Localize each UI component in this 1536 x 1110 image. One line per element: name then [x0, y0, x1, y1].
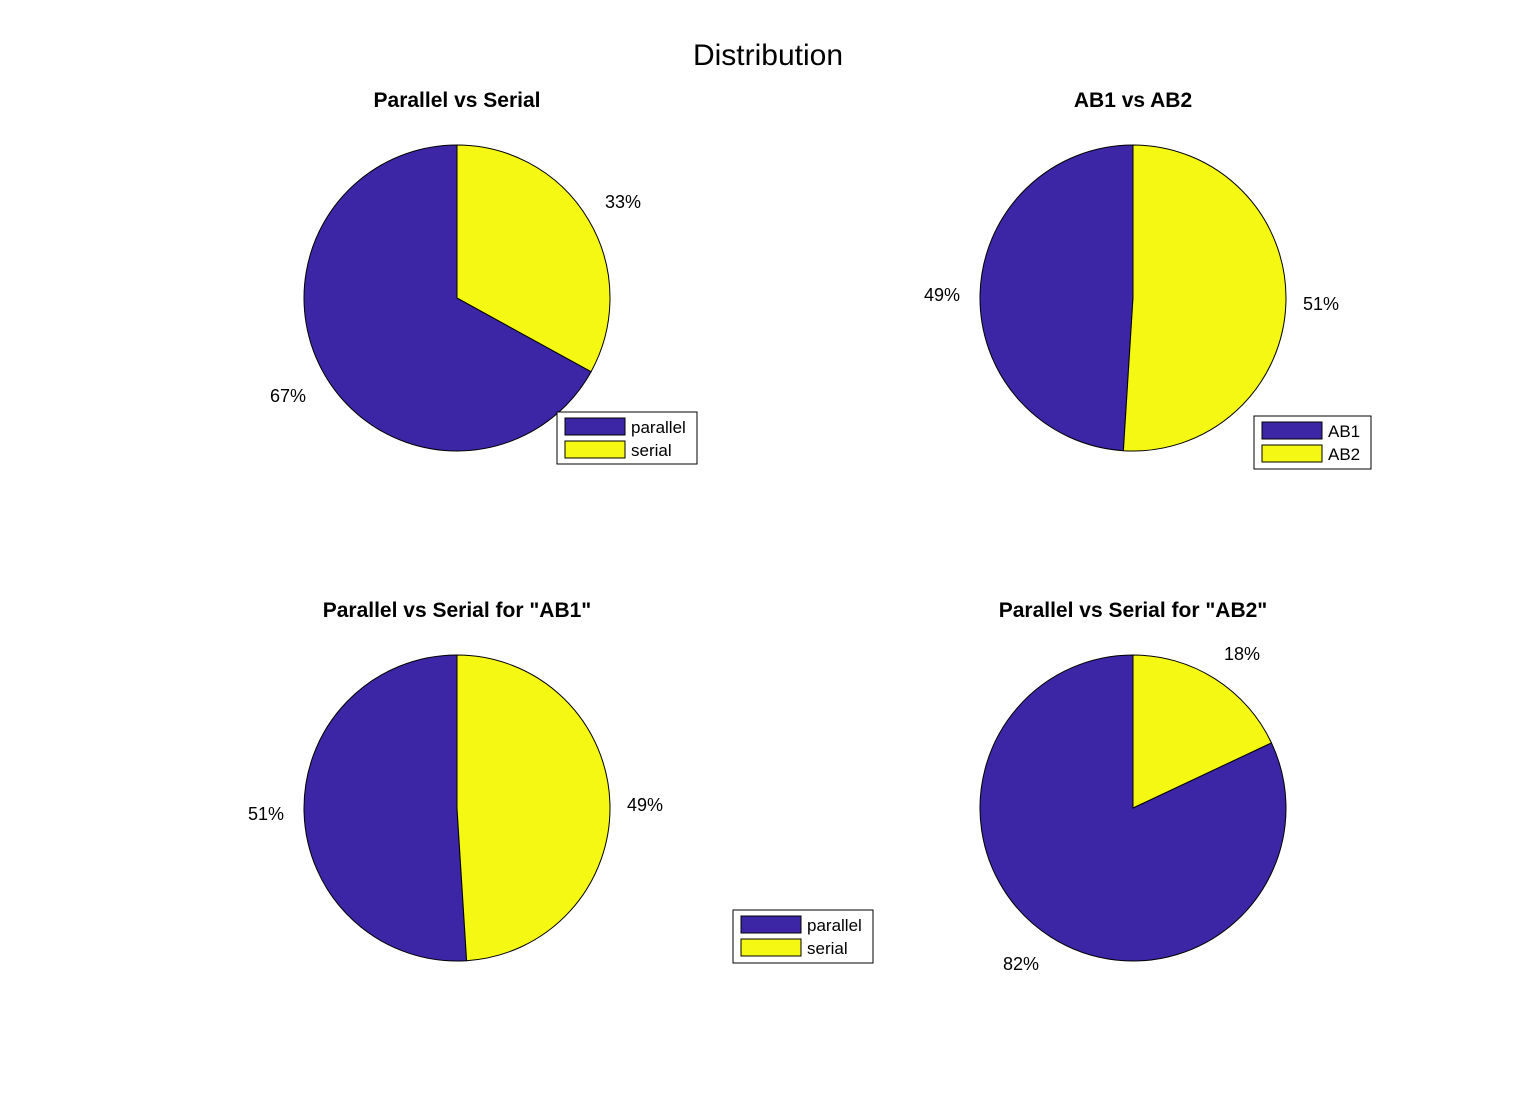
legend-label-ab2: AB2	[1328, 445, 1360, 464]
pie-value-label: 18%	[1224, 644, 1260, 664]
pie-value-label: 67%	[270, 386, 306, 406]
pie-slice-serial	[456, 144, 611, 373]
pie-value-label: 33%	[605, 192, 641, 212]
pie-value-label: 51%	[248, 804, 284, 824]
pie-slice-serial	[456, 654, 611, 962]
legend-swatch-serial	[564, 440, 626, 459]
pie-value-label: 51%	[1303, 294, 1339, 314]
legend-label-serial: serial	[807, 939, 848, 958]
pie-panel-4: Parallel vs Serial for "AB2" 82% 18%	[979, 599, 1287, 974]
pie-slice-parallel	[303, 654, 468, 962]
pie-title: Parallel vs Serial for "AB1"	[323, 599, 592, 622]
legend-label-ab1: AB1	[1328, 422, 1360, 441]
legend-label-parallel: parallel	[631, 418, 686, 437]
pie-slice-parallel	[303, 144, 592, 452]
legend-label-parallel: parallel	[807, 916, 862, 935]
pie-panel-1: Parallel vs Serial 67% 33% parallel serial	[270, 89, 698, 465]
pie-title: Parallel vs Serial	[374, 89, 541, 112]
pie-slice-serial	[1132, 654, 1273, 809]
legend-label-serial: serial	[631, 441, 672, 460]
legend-swatch-ab1	[1261, 421, 1323, 440]
legend: parallel serial	[732, 909, 874, 964]
pie-panels: Parallel vs Serial 67% 33% parallel serial AB…	[248, 89, 1372, 974]
pie-title: AB1 vs AB2	[1074, 89, 1192, 112]
legend-swatch-serial	[740, 938, 802, 957]
legend-swatch-ab2	[1261, 444, 1323, 463]
pie-panel-3: Parallel vs Serial for "AB1" 51% 49% parall…	[248, 599, 874, 964]
pie-title: Parallel vs Serial for "AB2"	[999, 599, 1268, 622]
legend-swatch-parallel	[564, 417, 626, 436]
figure-title: Distribution	[693, 39, 843, 72]
pie-value-label: 82%	[1003, 954, 1039, 974]
legend: parallel serial	[556, 411, 698, 465]
pie-value-label: 49%	[924, 285, 960, 305]
pie-value-label: 49%	[627, 795, 663, 815]
pie-slice-ab2	[1122, 144, 1287, 452]
pie-slice-ab1	[979, 144, 1134, 452]
legend-swatch-parallel	[740, 915, 802, 934]
